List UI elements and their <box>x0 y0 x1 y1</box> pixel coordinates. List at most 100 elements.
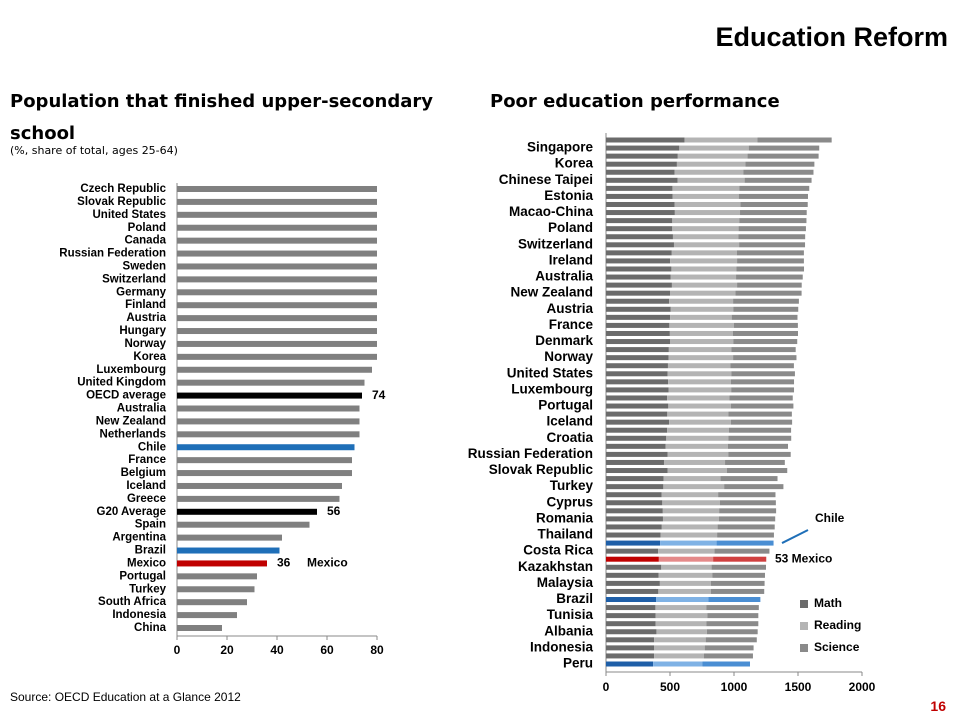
bar-segment <box>706 621 759 627</box>
bar-segment <box>728 435 792 441</box>
bar-segment <box>670 314 732 320</box>
y-tick-label: Brazil <box>135 545 166 557</box>
bar-segment <box>707 613 759 619</box>
bar-segment <box>606 629 657 635</box>
bar-segment <box>606 201 675 207</box>
bar-segment <box>668 379 731 385</box>
y-tick-label: Indonesia <box>530 639 594 654</box>
bar-segment <box>606 508 663 514</box>
bar-segment <box>606 613 656 619</box>
bar <box>177 340 377 347</box>
bar-segment <box>672 226 739 232</box>
y-tick-label: Iceland <box>546 414 593 429</box>
bar-segment <box>606 419 670 425</box>
bar-segment <box>736 274 803 280</box>
bar-segment <box>606 322 670 328</box>
bar-segment <box>606 218 673 224</box>
bar-segment <box>606 226 673 232</box>
data-label: 74 <box>372 388 386 402</box>
bar-segment <box>606 266 672 272</box>
bar-segment <box>606 588 659 594</box>
y-tick-label: Kazakhstan <box>518 559 593 574</box>
y-tick-label: Germany <box>116 286 166 298</box>
bar-segment <box>668 347 732 353</box>
bar-segment <box>674 169 744 175</box>
bar-segment <box>672 185 740 191</box>
bar-segment <box>728 451 791 457</box>
bar-segment <box>606 443 666 449</box>
bar-segment <box>606 339 670 345</box>
bar-segment <box>673 242 740 248</box>
bar <box>177 599 247 606</box>
bar-segment <box>606 250 672 256</box>
y-tick-label: Estonia <box>544 188 593 203</box>
bar-segment <box>757 137 832 143</box>
bar-segment <box>670 274 737 280</box>
x-tick-label: 80 <box>370 643 384 657</box>
y-tick-label: Brazil <box>556 591 593 606</box>
bar-segment <box>606 484 664 490</box>
bar-segment <box>656 597 709 603</box>
bar-segment <box>606 661 654 667</box>
y-tick-label: Turkey <box>550 478 594 493</box>
bar-segment <box>606 330 670 336</box>
bar <box>177 418 360 425</box>
bar-segment <box>606 653 655 659</box>
bar-segment <box>661 524 718 530</box>
bar-segment <box>718 492 776 498</box>
bar-segment <box>745 161 815 167</box>
y-tick-label: Malaysia <box>537 575 594 590</box>
bar-segment <box>606 427 668 433</box>
y-tick-label: Poland <box>548 220 593 235</box>
bar-segment <box>740 201 808 207</box>
bar-segment <box>606 274 671 280</box>
bar <box>177 547 280 554</box>
y-tick-label: Austria <box>126 312 166 324</box>
bar-segment <box>716 540 774 546</box>
y-tick-label: Mexico <box>127 557 166 569</box>
bar <box>177 405 360 412</box>
bar-segment <box>668 387 732 393</box>
bar-segment <box>658 548 715 554</box>
bar-segment <box>704 645 754 651</box>
bar-segment <box>662 516 720 522</box>
bar-segment <box>677 177 745 183</box>
bar-segment <box>668 355 734 361</box>
bar-segment <box>731 314 798 320</box>
y-tick-label: Costa Rica <box>523 543 593 558</box>
bar-segment <box>729 395 793 401</box>
bar <box>177 366 372 373</box>
bar-segment <box>606 371 668 377</box>
legend-label: Math <box>814 596 842 610</box>
data-label: 56 <box>327 504 341 518</box>
y-tick-label: China <box>134 622 167 634</box>
y-tick-label: Turkey <box>129 583 166 595</box>
bar-segment <box>606 379 669 385</box>
bar-segment <box>732 330 798 336</box>
bar-segment <box>606 476 664 482</box>
x-tick-label: 0 <box>174 643 181 657</box>
bar-segment <box>667 395 730 401</box>
bar-segment <box>731 347 796 353</box>
bar-segment <box>663 476 721 482</box>
bar-segment <box>606 234 673 240</box>
bar-segment <box>703 653 753 659</box>
bar-segment <box>719 500 776 506</box>
bar-segment <box>729 427 792 433</box>
bar-segment <box>712 572 765 578</box>
bar-segment <box>606 153 678 159</box>
bar-segment <box>606 290 670 296</box>
x-tick-label: 2000 <box>849 680 876 694</box>
page-number: 16 <box>930 698 946 714</box>
y-tick-label: Russian Federation <box>468 446 593 461</box>
bar-segment <box>714 548 770 554</box>
y-tick-label: Netherlands <box>100 428 166 440</box>
bar-segment <box>744 177 812 183</box>
bar <box>177 573 257 580</box>
y-tick-label: Argentina <box>112 532 166 544</box>
bar-segment <box>656 629 707 635</box>
bar <box>177 392 362 399</box>
y-tick-label: Indonesia <box>112 609 166 621</box>
bar-segment <box>606 363 668 369</box>
bar-segment <box>658 572 713 578</box>
